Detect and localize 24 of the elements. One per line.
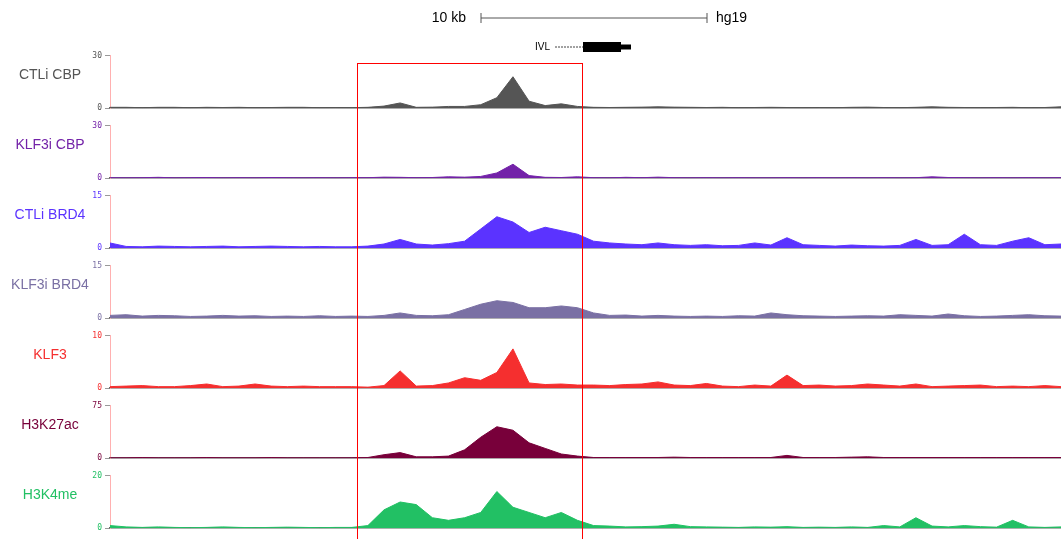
y-tick-label: 30 [92, 50, 103, 60]
text: CTLi CBP [17, 66, 83, 82]
text: IVL [534, 41, 550, 52]
y-tick-label: 0 [97, 313, 103, 323]
text: H3K27ac [20, 416, 80, 432]
text: hg19 [716, 9, 749, 25]
y-tick-label: 0 [97, 453, 103, 463]
text: CTLi BRD4 [13, 206, 87, 222]
text: H3K4me [21, 486, 79, 502]
y-tick-label: 75 [92, 400, 103, 410]
y-tick-label: 0 [97, 523, 103, 533]
text: KLF3i BRD4 [10, 276, 90, 292]
text: 10 kb [430, 9, 466, 25]
y-tick-label: 0 [97, 243, 103, 253]
y-tick-label: 0 [97, 173, 103, 183]
y-tick-label: 30 [92, 120, 103, 130]
y-tick-label: 20 [92, 470, 103, 480]
text: KLF3i CBP [14, 136, 86, 152]
text: KLF3 [32, 346, 68, 362]
y-tick-label: 0 [97, 103, 103, 113]
y-tick-label: 15 [92, 190, 103, 200]
y-tick-label: 10 [92, 330, 103, 340]
y-tick-label: 15 [92, 260, 103, 270]
y-tick-label: 0 [97, 383, 103, 393]
